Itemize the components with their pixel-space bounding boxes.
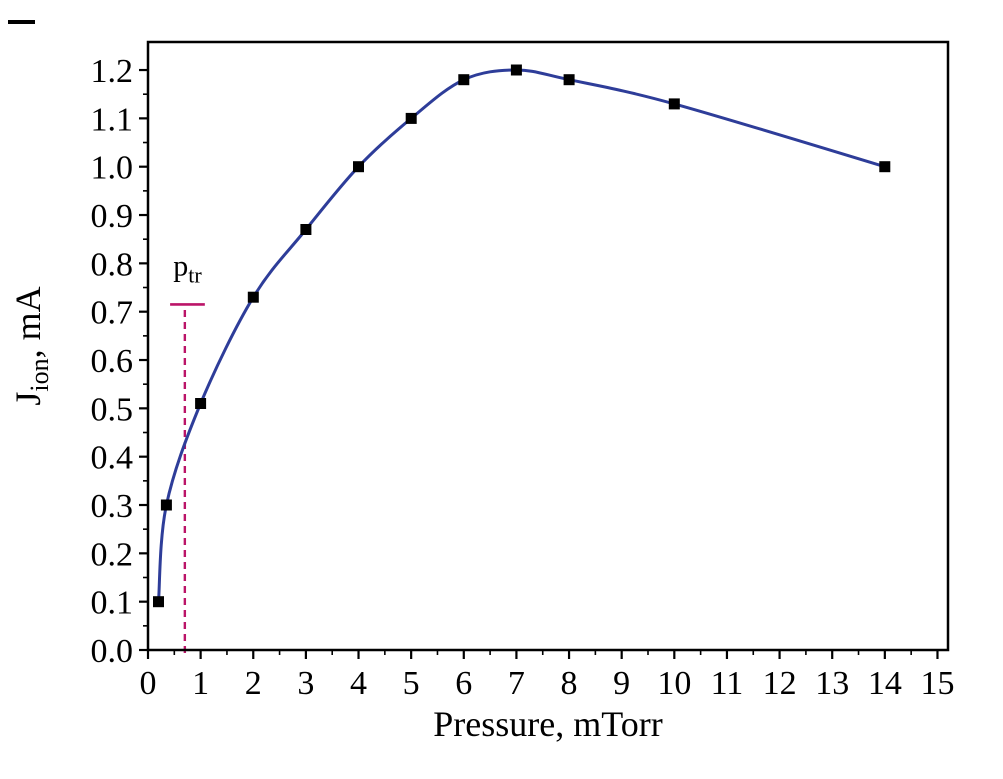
x-tick-label: 3 xyxy=(297,665,314,702)
y-tick-label: 0.2 xyxy=(91,536,134,573)
y-tick-label: 0.4 xyxy=(91,440,134,477)
crop-artifact-line xyxy=(8,20,35,24)
data-point-marker xyxy=(247,291,259,303)
x-tick-label: 8 xyxy=(561,665,578,702)
data-point-marker xyxy=(160,499,172,511)
y-tick-label: 0.0 xyxy=(91,633,134,670)
y-tick-label: 0.5 xyxy=(91,391,134,428)
transition-pressure-label: ptr xyxy=(173,249,202,287)
data-point-marker xyxy=(563,74,575,86)
data-point-marker xyxy=(300,224,312,235)
axis-ticks: 0 1 2 3 4 5 6 7 8 9 10 11 12 13 14 150.00.10.20.30.40.5… xyxy=(91,53,955,702)
y-tick-label: 0.8 xyxy=(91,246,134,283)
series-markers-ion-current xyxy=(153,64,891,608)
plot-border xyxy=(146,40,950,652)
y-tick-label: 0.1 xyxy=(91,585,134,622)
y-tick-label: 1.2 xyxy=(91,53,134,90)
series-line-ion-current xyxy=(157,68,887,604)
data-point-marker xyxy=(353,161,364,173)
x-tick-label: 7 xyxy=(508,665,525,702)
x-tick-label: 14 xyxy=(868,665,902,702)
data-point-marker xyxy=(195,398,207,409)
x-tick-label: 15 xyxy=(920,665,954,702)
y-tick-label: 0.9 xyxy=(91,198,134,235)
y-tick-label: 0.6 xyxy=(91,343,134,380)
data-point-marker xyxy=(458,74,470,86)
data-point-marker xyxy=(405,112,417,124)
x-tick-label: 2 xyxy=(245,665,262,702)
data-point-marker xyxy=(153,596,164,608)
x-tick-label: 13 xyxy=(815,665,849,702)
y-tick-label: 1.0 xyxy=(91,150,134,187)
x-tick-label: 10 xyxy=(657,665,691,702)
y-axis-title: Jion, mA xyxy=(8,286,54,405)
x-axis-title: Pressure, mTorr xyxy=(433,704,662,744)
data-point-marker xyxy=(510,64,522,76)
y-tick-label: 0.3 xyxy=(91,488,134,525)
x-tick-label: 1 xyxy=(192,665,209,702)
y-tick-label: 1.1 xyxy=(91,101,134,138)
x-tick-label: 9 xyxy=(613,665,630,702)
y-tick-label: 0.7 xyxy=(91,295,134,332)
x-tick-label: 5 xyxy=(403,665,420,702)
transition-pressure-annotation: ptr xyxy=(170,249,205,653)
data-point-marker xyxy=(879,161,891,173)
x-tick-label: 4 xyxy=(350,665,367,702)
data-point-marker xyxy=(668,98,680,110)
x-tick-label: 11 xyxy=(711,665,744,702)
x-tick-label: 12 xyxy=(763,665,797,702)
x-tick-label: 0 xyxy=(140,665,157,702)
x-tick-label: 6 xyxy=(455,665,472,702)
